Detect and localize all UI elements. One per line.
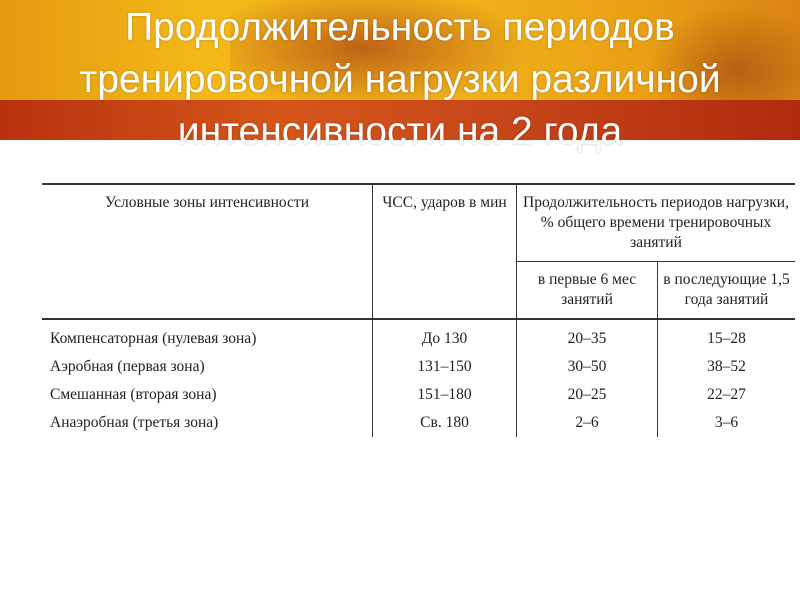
first6-cell: 20–25 bbox=[516, 381, 658, 409]
intensity-zones-table: Условные зоны интенсивности ЧСС, ударов … bbox=[42, 183, 795, 437]
hr-cell: До 130 bbox=[372, 319, 517, 353]
table-row: Аэробная (первая зона) 131–150 30–50 38–… bbox=[42, 353, 795, 381]
table-row: Компенсаторная (нулевая зона) До 130 20–… bbox=[42, 319, 795, 353]
first6-cell: 20–35 bbox=[516, 319, 658, 353]
zone-cell: Анаэробная (третья зона) bbox=[50, 414, 219, 431]
hr-cell: 131–150 bbox=[372, 353, 517, 381]
header-next-1-5-years: в последующие 1,5 года занятий bbox=[657, 261, 795, 319]
track-band bbox=[0, 100, 800, 140]
first6-cell: 2–6 bbox=[516, 409, 658, 437]
header-zone: Условные зоны интенсивности bbox=[104, 194, 310, 211]
hr-cell: 151–180 bbox=[372, 381, 517, 409]
next15-cell: 38–52 bbox=[657, 353, 795, 381]
zone-cell: Компенсаторная (нулевая зона) bbox=[50, 330, 257, 347]
next15-cell: 22–27 bbox=[657, 381, 795, 409]
hr-cell: Св. 180 bbox=[372, 409, 517, 437]
zone-cell: Аэробная (первая зона) bbox=[50, 358, 205, 375]
title-banner-image bbox=[0, 0, 800, 140]
header-duration: Продолжительность периодов нагрузки, % о… bbox=[516, 184, 795, 262]
next15-cell: 3–6 bbox=[657, 409, 795, 437]
first6-cell: 30–50 bbox=[516, 353, 658, 381]
header-first-6-months: в первые 6 мес занятий bbox=[516, 261, 658, 319]
table-row: Анаэробная (третья зона) Св. 180 2–6 3–6 bbox=[42, 409, 795, 437]
next15-cell: 15–28 bbox=[657, 319, 795, 353]
table-row: Смешанная (вторая зона) 151–180 20–25 22… bbox=[42, 381, 795, 409]
header-hr: ЧСС, ударов в мин bbox=[372, 184, 517, 319]
slide-title: Продолжительность периодов тренировочной… bbox=[79, 6, 721, 153]
zone-cell: Смешанная (вторая зона) bbox=[50, 386, 217, 403]
